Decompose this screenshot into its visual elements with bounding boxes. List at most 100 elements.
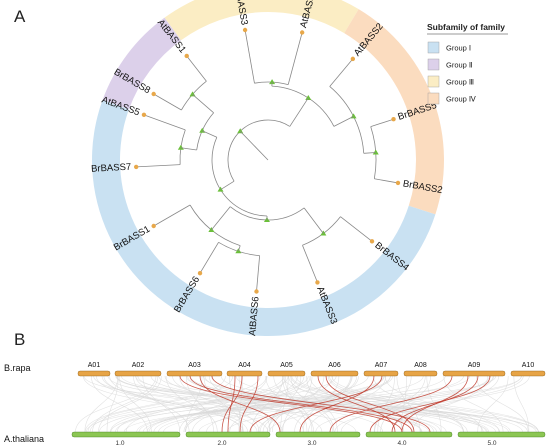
synteny-link [123,375,497,433]
ring-sector-group-4 [344,9,435,112]
tip-marker-brbass7 [133,164,139,170]
species-bottom-label: A.thaliana [4,434,44,444]
ring-sector-group-3 [164,0,359,41]
bass-synteny-link [211,375,431,433]
synteny-link [229,375,243,433]
bass-synteny-link [329,375,453,433]
synteny-link [101,375,269,433]
chromosome-label-a08: A08 [414,362,427,369]
chromosome-label-a03: A03 [188,362,201,369]
tree-branch [237,245,241,252]
synteny-link [110,375,284,433]
athaliana-chromosome-3 [275,431,361,438]
panel-a-letter: A [14,7,26,26]
synteny-link [179,375,260,433]
synteny-link [115,375,369,433]
synteny-link [87,375,234,433]
synteny-link [268,375,302,433]
synteny-background-links [75,375,539,433]
bass-synteny-link [189,375,413,433]
tree-node-marker [237,128,244,134]
tree-branch [333,116,354,127]
tip-marker-brbass4 [369,239,375,244]
scale-tick-label: 4.0 [397,440,406,447]
tree-branch [211,206,231,231]
tip-marker-atbass4 [299,30,305,35]
synteny-link [288,375,422,433]
synteny-link [83,375,430,433]
synteny-link [148,375,391,433]
tree-branch-atbass5 [143,114,186,131]
leaf-label-brbass7: BrBASS7 [91,162,132,175]
legend-label-group-3: Group Ⅲ [446,78,474,87]
tree-branch-brbass7 [136,164,181,168]
chromosome-label-a04: A04 [238,362,251,369]
legend-label-group-2: Group Ⅱ [446,61,473,70]
scale-tick-label: 2.0 [217,440,226,447]
tip-marker-atbass1 [184,53,189,59]
synteny-link [443,375,504,433]
bass-synteny-link [221,375,243,433]
legend-title: Subfamily of family [427,22,505,32]
chromosome-a09 [442,370,506,377]
chromosome-label-a10: A10 [522,362,535,369]
phylogenetic-tree [136,29,399,292]
leaf-label-atbass6: AtBASS6 [247,296,261,336]
ring-sector-group-2 [102,17,182,110]
tree-branch-atbass1 [186,55,207,82]
group-ring [92,0,444,336]
bass-synteny-link [317,375,396,433]
synteny-link [280,375,289,433]
synteny-link [308,375,387,433]
synteny-link [75,375,157,433]
tree-branch-arc [211,137,268,217]
tree-branch [303,207,324,234]
synteny-link [327,375,465,433]
tip-marker-atbass6 [254,289,259,294]
synteny-link [121,375,539,433]
tip-marker-brbass2 [395,180,401,186]
synteny-link [340,375,494,433]
tree-node-marker [372,149,379,155]
synteny-link [291,375,528,433]
tree-branch-atbass3 [302,245,318,283]
tree-node-marker [177,144,184,150]
synteny-link [238,375,271,433]
tip-marker-brbass5 [391,117,396,122]
tree-branch-arc [196,112,214,151]
scale-tick-label: 5.0 [487,440,496,447]
tip-marker-brbass6 [197,270,203,276]
tree-node-marker [189,91,196,97]
synteny-link [84,375,226,433]
synteny-link [315,375,524,433]
tree-branch-brbass4 [340,216,373,242]
synteny-link [282,375,313,433]
scale-tick-label: 3.0 [307,440,316,447]
bass-synteny-link [391,375,479,433]
athaliana-chromosome-1 [71,431,181,438]
bass-synteny-link [239,375,259,433]
synteny-highlight-links [179,375,491,433]
tree-branch-atbass6 [256,255,261,292]
chromosome-a01 [77,370,111,377]
chromosome-a04 [226,370,263,377]
bass-synteny-link [227,375,236,433]
tree-node-marker [217,186,224,192]
tree-branch-brbass3 [244,29,255,84]
tree-branch [363,152,376,154]
tip-marker-brbass8 [151,91,156,97]
species-top-label: B.rapa [4,363,31,373]
synteny-link [476,375,529,433]
synteny-link [118,375,152,433]
legend-swatch-group-3 [427,75,440,88]
synteny-link [191,375,305,433]
tree-branch-brbass5 [370,118,394,128]
synteny-link [90,375,148,433]
tip-marker-atbass3 [315,280,320,285]
synteny-link [391,375,500,433]
synteny-link [186,375,214,433]
chromosome-a02 [114,370,162,377]
athaliana-chromosome-5 [457,431,546,438]
chromosome-label-a06: A06 [328,362,341,369]
